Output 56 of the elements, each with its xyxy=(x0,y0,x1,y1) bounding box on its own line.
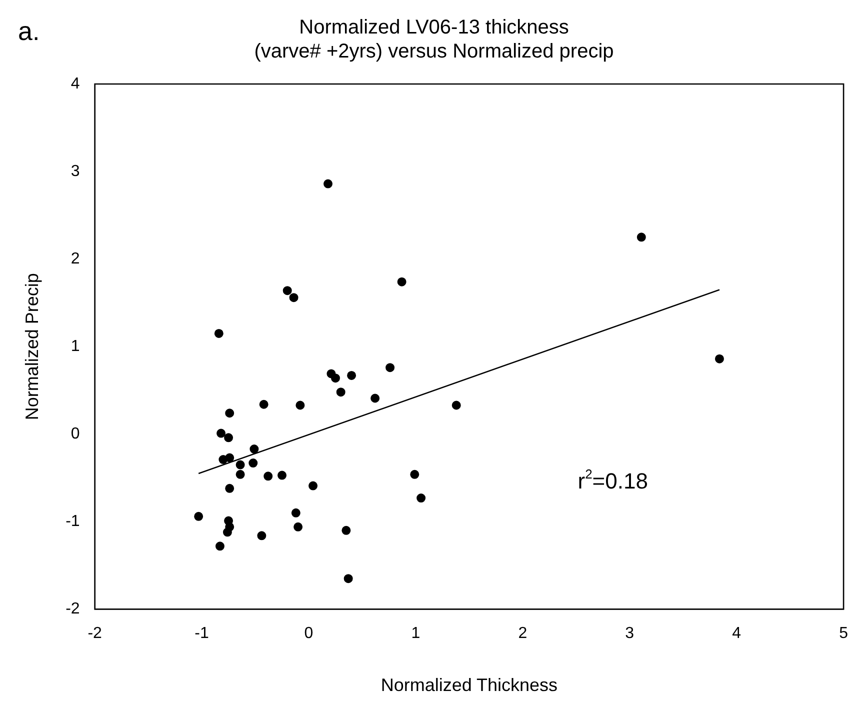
point xyxy=(370,394,380,403)
y-tick-label: -1 xyxy=(66,513,80,530)
x-tick-label: -1 xyxy=(194,625,209,642)
point xyxy=(336,388,346,397)
point xyxy=(264,472,273,481)
chart-title: Normalized LV06-13 thickness (varve# +2yrs) versus Normalized precip xyxy=(254,16,614,63)
point xyxy=(236,470,245,479)
point xyxy=(282,286,292,296)
point xyxy=(296,400,305,410)
point xyxy=(224,433,234,442)
point xyxy=(416,494,426,503)
point xyxy=(397,277,406,286)
point xyxy=(225,453,234,462)
text: a. xyxy=(18,16,40,46)
x-tick-label: 5 xyxy=(839,625,848,642)
x-tick-label: 3 xyxy=(625,625,634,642)
point xyxy=(714,354,724,364)
point xyxy=(308,481,318,490)
point xyxy=(636,232,646,242)
y-tick-label: 2 xyxy=(70,250,80,268)
point xyxy=(386,363,395,372)
point xyxy=(452,400,461,410)
point xyxy=(257,531,266,540)
point xyxy=(225,408,234,418)
y-axis-title: Normalized Precip xyxy=(22,273,42,420)
point xyxy=(291,508,300,518)
point xyxy=(330,374,340,383)
x-tick-label: 0 xyxy=(304,625,314,642)
x-tick-label: -2 xyxy=(88,625,102,642)
point xyxy=(250,444,259,454)
point xyxy=(248,458,258,468)
point xyxy=(216,428,226,438)
point xyxy=(222,528,232,537)
x-tick-label: 2 xyxy=(518,625,528,642)
point xyxy=(347,370,356,380)
y-tick-label: -2 xyxy=(66,600,80,618)
y-tick-label: 0 xyxy=(70,426,80,443)
y-tick-label: 1 xyxy=(70,338,80,356)
x-axis-title: Normalized Thickness xyxy=(380,675,558,696)
point xyxy=(194,512,204,521)
x-tick-label: 1 xyxy=(411,625,420,642)
point xyxy=(324,179,332,188)
point xyxy=(259,400,268,409)
point xyxy=(289,293,298,302)
y-tick-label: 3 xyxy=(70,162,80,180)
point xyxy=(214,328,224,338)
point xyxy=(342,526,351,535)
y-tick-label: 4 xyxy=(70,75,80,92)
point xyxy=(344,574,353,584)
point xyxy=(294,522,303,532)
point xyxy=(225,484,234,493)
x-tick-label: 4 xyxy=(732,625,742,642)
point xyxy=(215,542,224,551)
point xyxy=(236,460,245,470)
point xyxy=(410,470,420,479)
point xyxy=(278,470,287,480)
